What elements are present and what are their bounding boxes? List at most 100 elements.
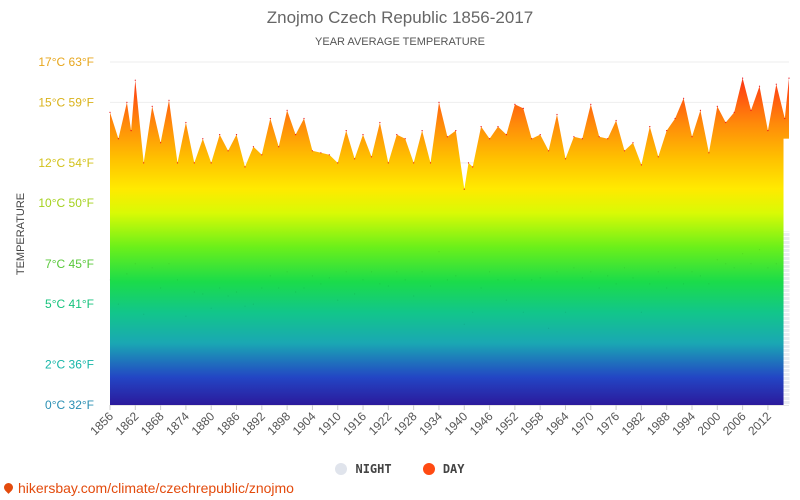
day-point [362,134,364,136]
day-point [750,109,752,111]
day-point [235,134,238,136]
source-link[interactable]: hikersbay.com/climate/czechrepublic/znoj… [2,480,294,496]
day-point [117,138,119,140]
y-tick-label: 15°C 59°F [38,95,94,109]
night-point [286,271,288,273]
night-point [497,279,499,281]
night-point [320,283,322,285]
day-point [556,113,558,116]
day-point [134,79,136,81]
legend-label-day: DAY [442,462,465,476]
y-axis-label: TEMPERATURE [15,193,27,275]
day-point [396,134,398,136]
day-point [590,103,592,105]
legend-label-night: NIGHT [355,462,392,476]
x-tick-label: 1970 [568,409,597,438]
night-point [657,271,659,273]
legend-item-day[interactable]: DAY [422,462,465,476]
night-point [219,287,221,289]
day-point [725,121,727,124]
night-point [370,271,373,273]
day-point [581,138,583,140]
night-point [311,275,313,277]
night-point [134,263,136,265]
y-tick-label: 10°C 50°F [38,196,94,210]
day-point [497,126,499,128]
night-point [767,267,769,269]
night-point [548,327,550,329]
day-point [269,117,271,120]
day-point [784,117,786,120]
night-point [295,291,297,293]
day-point [472,166,474,168]
night-point [354,293,356,295]
day-point [160,142,162,144]
night-point [607,275,609,277]
day-point [303,117,305,120]
night-point [227,295,229,297]
day-point [151,105,153,107]
night-point [539,277,541,279]
day-point [615,119,617,122]
night-swatch-icon [335,463,348,475]
night-point [615,283,617,285]
day-point [345,130,347,132]
night-point [581,277,583,279]
night-point [387,285,389,287]
x-tick-label: 1982 [619,409,648,438]
night-point [345,271,347,273]
day-point [438,101,440,103]
y-tick-label: 2°C 36°F [45,358,94,372]
day-series [109,77,790,405]
map-pin-icon [2,481,15,494]
x-tick-label: 1916 [340,409,369,438]
night-point [109,279,111,281]
x-tick-label: 1946 [467,409,496,438]
day-point [109,111,111,113]
day-point [548,150,550,152]
night-point [573,267,575,269]
x-tick-label: 1898 [264,409,293,438]
day-point [674,117,676,120]
x-tick-label: 1856 [87,409,116,438]
day-point [564,158,567,160]
day-point [666,130,668,132]
night-point [480,287,482,289]
day-point [467,162,470,164]
night-point [632,277,634,279]
x-axis-ticks: 1856186218681874188018861892189819041910… [87,405,774,438]
night-point [649,283,651,285]
night-point [337,299,339,301]
night-point [623,267,626,269]
night-point [522,311,524,313]
night-point [168,263,170,265]
day-point [716,105,718,107]
highlight-band-day [783,138,790,232]
day-point [261,154,263,156]
day-point [505,134,507,136]
day-point [708,152,710,154]
x-tick-label: 1940 [442,409,471,438]
night-point [556,271,558,273]
day-point [354,158,356,160]
night-point [666,287,668,289]
night-point [421,271,423,273]
day-point [210,162,212,164]
night-point [514,279,516,281]
day-point [683,97,685,99]
day-point [649,126,651,128]
x-tick-label: 1976 [593,409,622,438]
x-tick-label: 1910 [315,409,344,438]
highlight-band-night [783,231,790,405]
day-point [387,162,389,164]
chart-subtitle: YEAR AVERAGE TEMPERATURE [315,36,485,48]
night-point [328,277,330,279]
legend-item-night[interactable]: NIGHT [335,462,392,476]
y-tick-label: 17°C 63°F [38,55,94,69]
day-point [489,138,491,140]
x-tick-label: 1958 [518,409,547,438]
night-point [489,271,491,273]
day-point [598,136,600,138]
x-tick-label: 2006 [720,409,749,438]
day-point [278,146,280,148]
